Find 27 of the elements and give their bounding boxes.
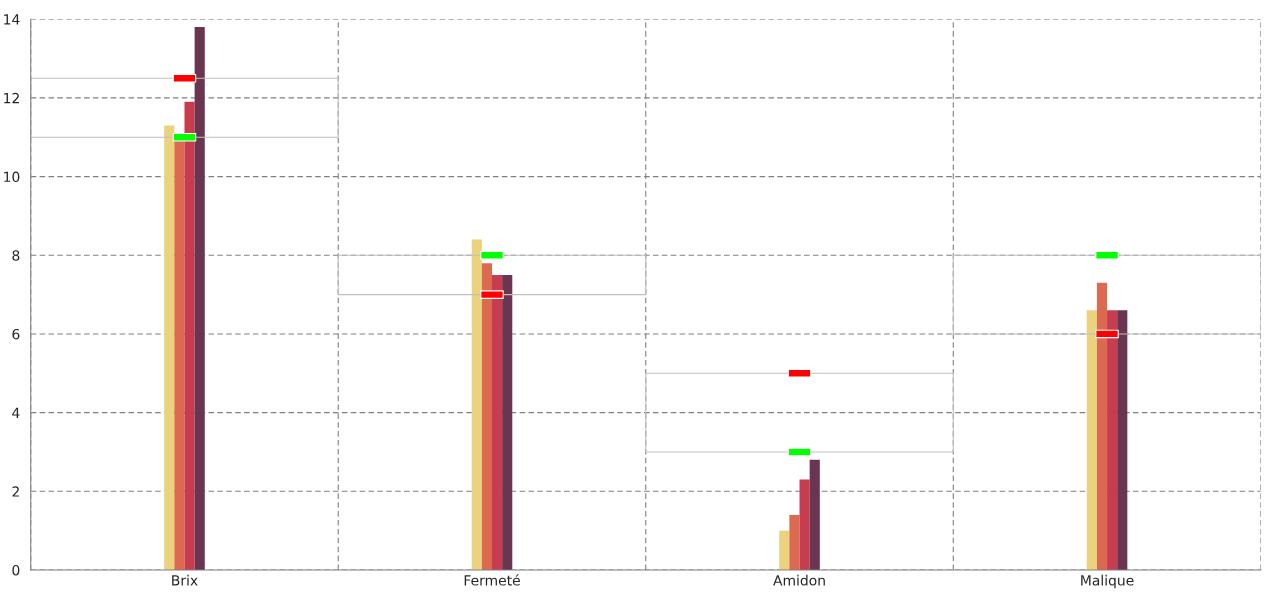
y-tick-label: 8 [12, 250, 20, 261]
bar [184, 101, 195, 570]
bar [492, 274, 503, 570]
x-tick-label: Malique [1081, 574, 1134, 589]
y-tick-label: 2 [12, 486, 19, 497]
bar [799, 479, 810, 570]
y-tick-label: 4 [12, 407, 20, 418]
bar [1096, 282, 1108, 570]
bar [1107, 310, 1118, 570]
bar [1086, 310, 1097, 570]
y-tick-label: 10 [4, 171, 20, 183]
y-tick-label: 0 [12, 564, 20, 576]
bar [164, 125, 175, 570]
bar [809, 459, 820, 570]
y-tick-label: 6 [12, 328, 20, 340]
bar [471, 239, 482, 570]
bar [779, 530, 790, 570]
y-tick-label: 12 [4, 92, 19, 104]
bar [1117, 310, 1128, 570]
x-tick-label: Fermeté [464, 574, 520, 586]
bar [789, 514, 800, 570]
bar [502, 274, 513, 570]
y-tick-label: 14 [4, 14, 20, 25]
bar [481, 263, 492, 570]
x-tick-label: Amidon [773, 574, 825, 586]
bar [194, 27, 205, 570]
x-tick-label: Brix [172, 574, 198, 586]
